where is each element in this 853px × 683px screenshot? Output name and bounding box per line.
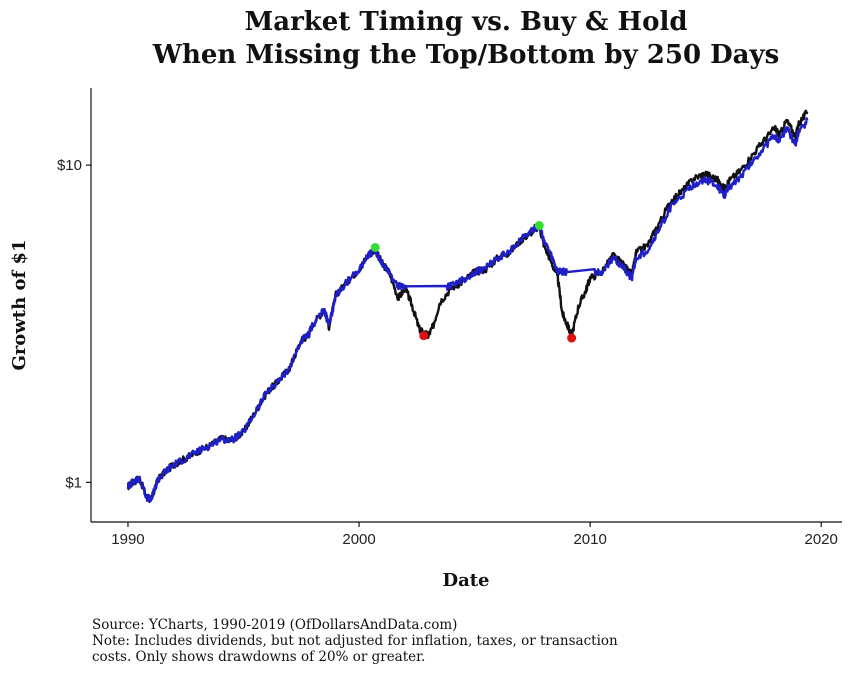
chart-title-line-2: When Missing the Top/Bottom by 250 Days: [152, 40, 779, 70]
trough-marker-1: [419, 331, 429, 341]
source-note: Source: YCharts, 1990-2019 (OfDollarsAnd…: [92, 617, 458, 633]
x-tick-label-2020: 2020: [805, 531, 838, 548]
x-tick-label-2010: 2010: [573, 531, 606, 548]
y-tick-label-1: $1: [65, 474, 82, 491]
plot-area: [126, 109, 809, 504]
y-tick-label-10: $10: [57, 157, 82, 174]
peak-marker-0: [370, 242, 380, 252]
x-axis-title: Date: [442, 570, 489, 591]
note-line-2: costs. Only shows drawdowns of 20% or gr…: [92, 649, 426, 665]
note-line-1: Note: Includes dividends, but not adjust…: [92, 633, 618, 649]
peak-marker-2: [534, 221, 544, 231]
x-tick-label-2000: 2000: [342, 531, 375, 548]
x-tick-label-1990: 1990: [111, 531, 144, 548]
chart: Market Timing vs. Buy & Hold When Missin…: [9, 7, 842, 591]
chart-title-line-1: Market Timing vs. Buy & Hold: [244, 7, 687, 37]
x-axis-ticks: 1990 2000 2010 2020: [111, 522, 838, 548]
y-axis-ticks: $1 $10: [57, 157, 91, 491]
trough-marker-3: [567, 333, 577, 343]
y-axis-title: Growth of $1: [9, 239, 30, 370]
marker-group: [370, 221, 577, 343]
market-timing-line: [126, 117, 809, 504]
chart-footer: Source: YCharts, 1990-2019 (OfDollarsAnd…: [92, 617, 618, 665]
